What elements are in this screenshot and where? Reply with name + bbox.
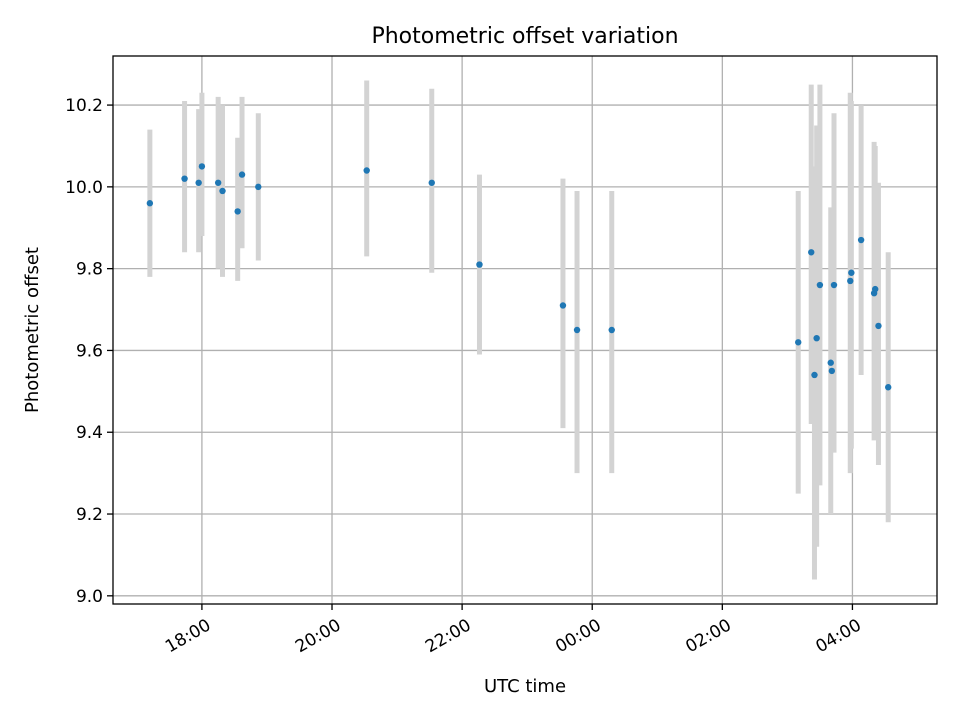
errorbar-layer (147, 80, 891, 580)
x-tick-label: 02:00 (682, 615, 734, 657)
x-tick-label: 20:00 (292, 615, 344, 657)
x-tick-label: 00:00 (552, 615, 604, 657)
data-point (847, 277, 854, 285)
x-tick-label: 22:00 (422, 615, 474, 657)
y-tick-label: 9.8 (76, 260, 103, 280)
data-point (181, 175, 188, 182)
data-point (848, 269, 855, 276)
y-tick-label: 9.0 (76, 587, 103, 607)
data-point (559, 302, 567, 309)
data-point (816, 281, 824, 289)
x-tick-label: 18:00 (162, 615, 214, 657)
plot-frame (112, 55, 938, 605)
point-layer (146, 163, 892, 391)
data-point (255, 183, 262, 191)
y-tick-label: 9.2 (76, 505, 103, 525)
data-point (198, 163, 206, 170)
data-point (476, 261, 483, 268)
data-point (234, 208, 241, 215)
chart-title: Photometric offset variation (371, 24, 678, 49)
data-point (875, 322, 882, 330)
data-point (857, 236, 865, 244)
data-point (214, 179, 222, 186)
data-point (885, 384, 892, 391)
data-point (827, 359, 834, 366)
y-tick-label: 9.6 (76, 341, 103, 361)
data-point (146, 200, 154, 207)
data-point (872, 285, 879, 293)
data-point (238, 171, 246, 178)
data-point (828, 367, 836, 375)
data-point (830, 281, 838, 289)
data-point (808, 249, 815, 256)
x-axis-label: UTC time (484, 676, 566, 697)
data-point (811, 371, 818, 379)
data-point (428, 179, 435, 186)
y-tick-label: 10.0 (65, 178, 103, 198)
data-point (813, 334, 820, 342)
data-point (608, 326, 615, 334)
y-tick-label: 10.2 (65, 96, 103, 116)
data-point (219, 187, 226, 195)
data-point (573, 326, 581, 334)
x-tick-label: 04:00 (812, 615, 864, 657)
data-point (363, 167, 370, 174)
data-point (795, 339, 802, 346)
y-tick-label: 9.4 (76, 423, 103, 443)
data-point (195, 179, 202, 186)
y-axis-label: Photometric offset (22, 247, 43, 413)
